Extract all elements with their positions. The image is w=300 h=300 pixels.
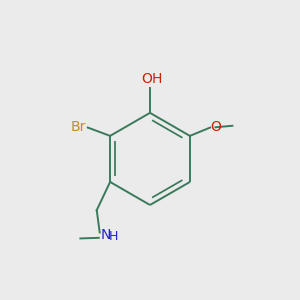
Text: H: H [152, 72, 162, 86]
Text: H: H [109, 230, 118, 243]
Text: Br: Br [71, 120, 86, 134]
Text: O: O [211, 120, 222, 134]
Text: N: N [100, 229, 111, 242]
Text: O: O [142, 72, 152, 86]
